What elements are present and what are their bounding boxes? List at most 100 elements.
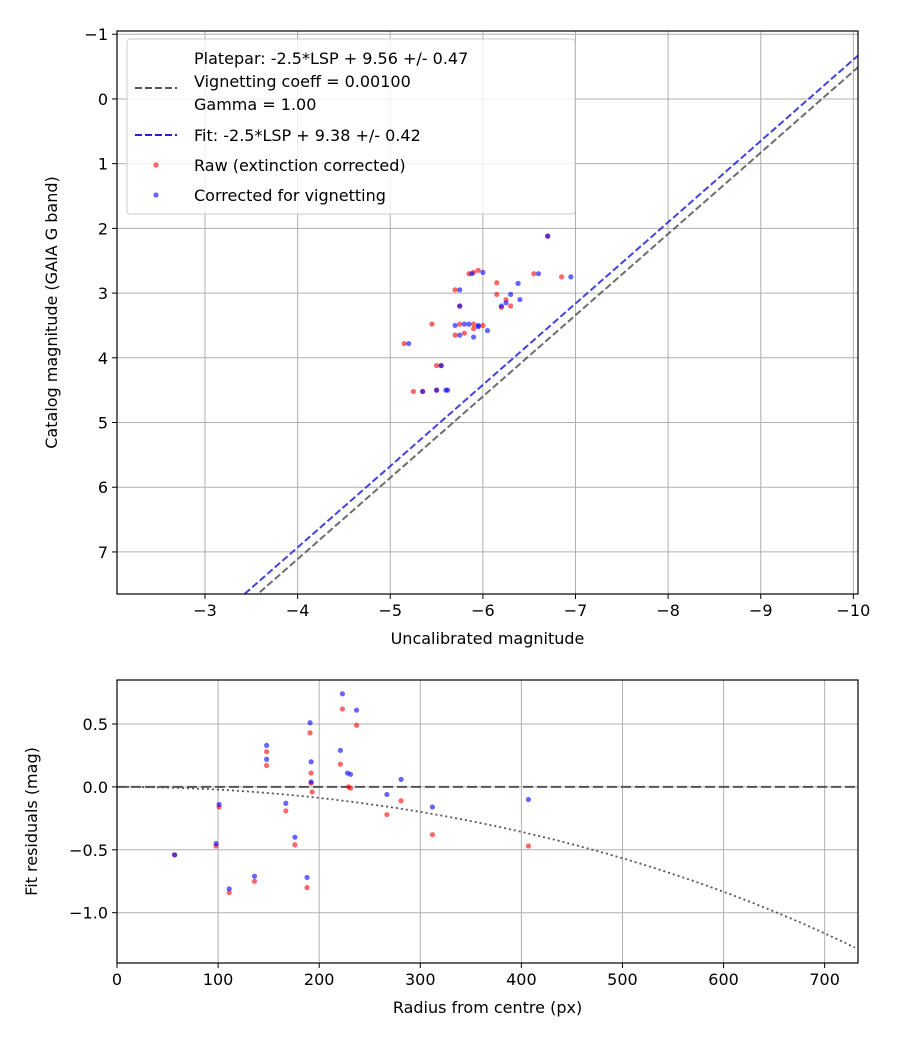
vignetting-model-curve [117,786,856,949]
raw-point [283,808,289,814]
legend-box [126,38,576,215]
x-tick-label: −10 [836,601,870,620]
corrected-point [172,852,178,858]
raw-point [508,303,514,309]
raw-point [531,271,537,277]
raw-point [461,330,467,336]
legend-raw-label: Raw (extinction corrected) [194,156,406,175]
raw-point [292,842,298,848]
residuals-chart-lines [117,785,858,949]
corrected-point [484,328,491,334]
corrected-point [480,269,486,275]
corrected-point [508,291,514,297]
corrected-point [503,300,509,306]
x-tick-label: 400 [506,970,537,989]
residuals-chart-x-ticks: 0 100 200 300 400 500 600 700 [112,963,840,989]
raw-point [452,332,458,338]
corrected-point [420,388,426,395]
x-tick-label: 0 [112,970,122,989]
calibration-chart-x-axis-label: Uncalibrated magnitude [391,629,585,648]
x-tick-label: −5 [378,601,402,620]
legend-corrected-swatch [153,192,159,198]
corrected-point [457,332,463,338]
raw-point [251,878,258,884]
corrected-point [429,804,436,810]
raw-point [525,843,532,849]
x-tick-label: 600 [708,970,739,989]
x-tick-label: −6 [471,601,495,620]
x-tick-label: −8 [656,601,680,620]
y-tick-label: 0 [98,90,108,109]
raw-point [304,884,310,891]
residuals-chart-y-axis-label: Fit residuals (mag) [22,747,41,896]
raw-point [410,388,416,395]
x-tick-label: −9 [749,601,773,620]
y-tick-label: 1 [98,155,108,174]
corrected-point [438,362,444,369]
residuals-chart-x-axis-label: Radius from centre (px) [393,998,582,1017]
x-tick-label: 100 [203,970,234,989]
calibration-chart-lines [243,54,858,594]
corrected-point [406,340,412,347]
legend-platepar-label: Platepar: -2.5*LSP + 9.56 +/- 0.47 [194,49,468,68]
raw-point [480,322,486,329]
x-tick-label: 200 [304,970,335,989]
x-tick-label: −4 [286,601,310,620]
legend-gamma-label: Gamma = 1.00 [194,95,316,114]
corrected-point [469,271,475,277]
corrected-point [515,280,521,286]
y-tick-label: 0.5 [83,715,108,734]
y-tick-label: −0.5 [69,841,108,860]
raw-point [337,761,344,767]
corrected-point [466,321,472,327]
corrected-point [471,334,477,340]
raw-point [353,722,360,728]
corrected-point [304,874,310,881]
corrected-point [475,324,481,330]
calibration-chart-frame [116,30,859,595]
y-tick-label: 4 [98,349,108,368]
corrected-point [216,801,222,808]
corrected-point [384,791,390,798]
corrected-point [461,321,467,327]
corrected-point [347,771,354,777]
raw-point [457,321,463,327]
platepar-line [256,66,858,594]
corrected-point [443,387,449,393]
x-tick-label: −7 [564,601,588,620]
calibration-chart-x-ticks: −3 −4 −5 −6 −7 −8 −9 −10 [193,594,870,620]
raw-point [309,789,315,795]
legend-vignetting-coeff-label: Vignetting coeff = 0.00100 [194,72,411,91]
legend-fit-label: Fit: -2.5*LSP + 9.38 +/- 0.42 [194,126,421,145]
corrected-point [535,271,542,277]
residuals-chart-y-ticks: 0.5 0.0 −0.5 −1.0 [69,715,117,923]
residuals-chart-grid [116,680,858,963]
corrected-point [353,707,360,713]
calibration-chart-legend: Platepar: -2.5*LSP + 9.56 +/- 0.47 Vigne… [126,38,576,215]
corrected-point [283,800,289,806]
corrected-point [251,873,258,879]
raw-point [494,291,500,297]
y-tick-label: 3 [98,284,108,303]
corrected-point [213,840,219,847]
x-tick-label: 300 [405,970,436,989]
raw-point [264,762,270,769]
corrected-point [337,747,344,754]
fit-line [243,54,858,594]
raw-point [308,770,314,776]
raw-point [347,785,354,791]
corrected-point [308,779,314,785]
calibration-chart-y-axis-label: Catalog magnitude (GAIA G band) [42,176,61,448]
y-tick-label: −1 [84,25,108,44]
calibration-chart-points [401,233,574,395]
corrected-point [339,691,346,697]
corrected-point [457,287,463,293]
y-tick-label: −1.0 [69,904,108,923]
y-tick-label: 7 [98,543,108,562]
corrected-point [517,296,523,303]
corrected-point [226,886,232,892]
legend-corrected-label: Corrected for vignetting [194,186,386,205]
x-tick-label: −3 [193,601,217,620]
